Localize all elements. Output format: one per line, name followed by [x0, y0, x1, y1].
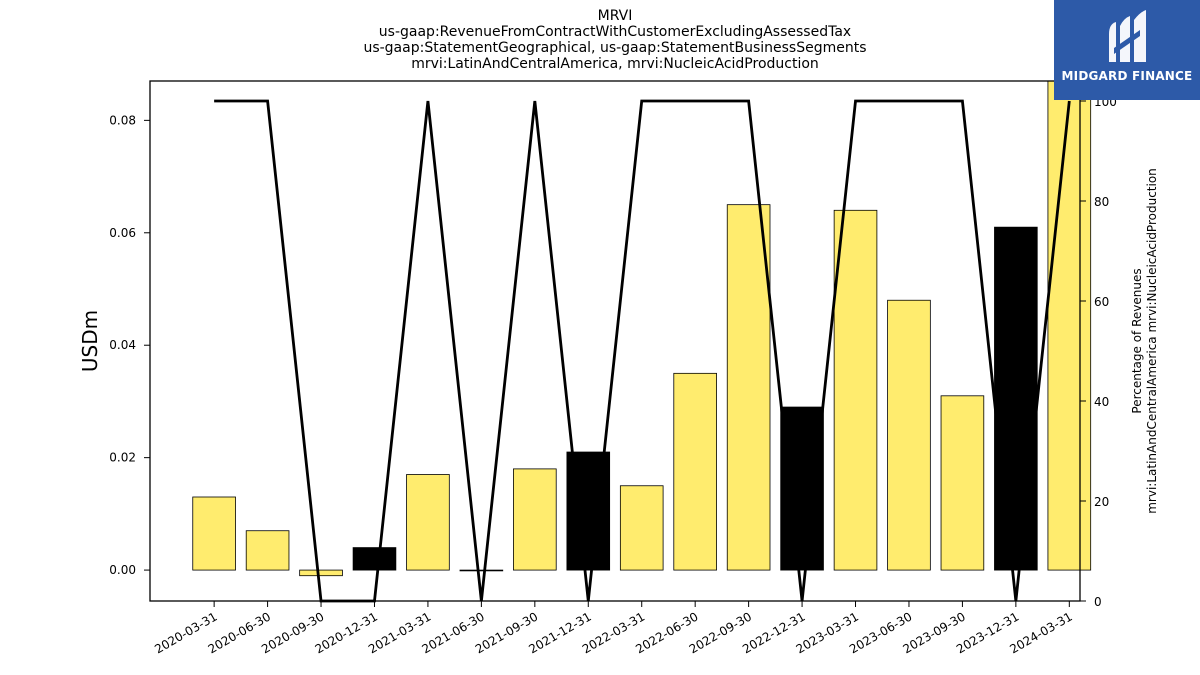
ytick-label: 0.00	[109, 563, 136, 577]
bar-2023-12-31	[994, 226, 1038, 571]
bar-2023-03-31	[833, 209, 878, 571]
y-axis-label: USDm	[78, 310, 102, 372]
bar-2021-06-30	[459, 569, 504, 572]
y2-axis-label-line-1: Percentage of Revenues	[1130, 268, 1144, 413]
ytick-label: 0.08	[109, 113, 136, 127]
bar-2020-06-30	[245, 530, 290, 571]
y2tick-label: 80	[1094, 195, 1109, 209]
bar-2020-09-30	[299, 569, 343, 577]
ytick-label: 0.06	[109, 226, 136, 240]
midgard-logo-icon	[1109, 10, 1146, 62]
y2tick-label: 60	[1094, 295, 1109, 309]
bar-2022-06-30	[673, 372, 717, 571]
bar-2023-06-30	[887, 299, 931, 571]
bar-2021-09-30	[513, 468, 557, 571]
y2tick-label: 0	[1094, 595, 1102, 609]
title-line-1: MRVI	[598, 8, 633, 24]
bar-2020-12-31	[352, 547, 397, 571]
left-y-axis: 0.00 0.02 0.04 0.06 0.08	[109, 113, 150, 577]
bar-series	[192, 80, 1092, 577]
title-line-2: us-gaap:RevenueFromContractWithCustomerE…	[379, 24, 851, 40]
bar-2022-09-30	[726, 204, 771, 571]
title-line-4: mrvi:LatinAndCentralAmerica, mrvi:Nuclei…	[411, 56, 819, 72]
bar-2021-03-31	[406, 474, 450, 571]
plot-frame	[149, 80, 1081, 602]
y2tick-label: 20	[1094, 495, 1109, 509]
chart-title: MRVI us-gaap:RevenueFromContractWithCust…	[363, 8, 866, 72]
bar-2020-03-31	[192, 496, 236, 571]
bar-2024-03-31	[1047, 80, 1092, 571]
bar-2022-03-31	[619, 485, 664, 571]
ytick-label: 0.04	[109, 338, 136, 352]
bar-2022-12-31	[780, 406, 824, 571]
title-line-3: us-gaap:StatementGeographical, us-gaap:S…	[363, 40, 866, 56]
x-axis: 2020-03-312020-06-302020-09-302020-12-31…	[152, 601, 1075, 656]
logo-wordmark: MIDGARD FINANCE	[1061, 69, 1193, 83]
bar-2023-09-30	[940, 395, 985, 571]
ytick-label: 0.02	[109, 451, 136, 465]
midgard-finance-logo: MIDGARD FINANCE	[1054, 0, 1200, 100]
y2tick-label: 40	[1094, 395, 1109, 409]
y2-axis-label-line-2: mrvi:LatinAndCentralAmerica mrvi:Nucleic…	[1145, 168, 1159, 514]
